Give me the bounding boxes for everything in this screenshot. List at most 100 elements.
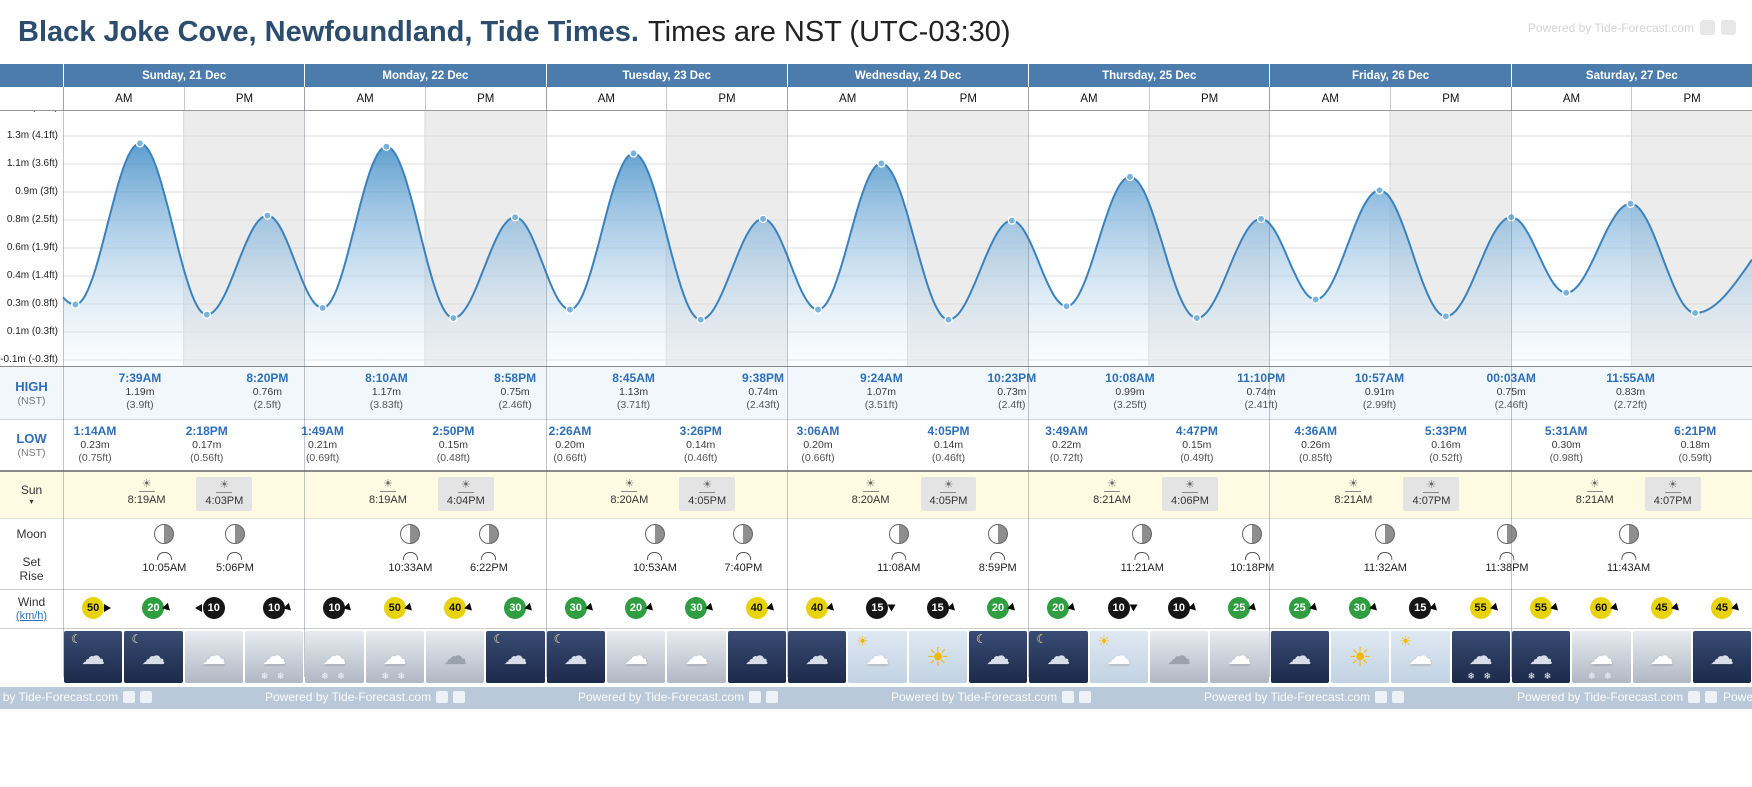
- sunrise-icon: ☀: [862, 479, 879, 492]
- weather-tile: ☁: [1270, 631, 1329, 683]
- footer-badge-icon[interactable]: [1392, 691, 1405, 703]
- day-header-cell[interactable]: Saturday, 27 Dec: [1511, 64, 1752, 87]
- footer-credit-text[interactable]: Powered by Tide-Forecast.com: [0, 690, 119, 704]
- powered-by[interactable]: Powered by Tide-Forecast.com: [1528, 20, 1736, 35]
- footer-badge-icon[interactable]: [749, 691, 762, 703]
- moonrise-icon: [735, 552, 751, 560]
- footer-credit-text[interactable]: Powered by Tide-Forecast.com: [1517, 690, 1684, 704]
- footer-badge-icon[interactable]: [140, 691, 153, 703]
- pm-cell: PM: [424, 87, 546, 110]
- pm-cell: PM: [666, 87, 787, 110]
- footer-badge-icon[interactable]: [453, 691, 466, 703]
- wind-direction-arrow: [403, 602, 415, 614]
- tide-height-ft: (0.66ft): [801, 452, 835, 465]
- footer-credit-text[interactable]: Powered by Tide-Forecast.com: [891, 690, 1058, 704]
- sunrise-time: 8:19AM: [368, 494, 407, 506]
- weather-tile: ☁: [184, 631, 243, 683]
- sun-row-label[interactable]: Sun ▾: [0, 472, 63, 518]
- tide-height-ft: (2.41ft): [1244, 399, 1278, 412]
- powered-by-icon[interactable]: [1721, 20, 1736, 35]
- wind-unit-link[interactable]: (km/h): [15, 609, 48, 622]
- wind-badge: 20: [986, 597, 1018, 619]
- footer-credit-text[interactable]: Powered by Tide-Forecast.com: [265, 690, 432, 704]
- footer-badge-icon[interactable]: [1705, 691, 1718, 703]
- wind-row-label: Wind (km/h): [0, 590, 63, 628]
- wind-direction-arrow: [1550, 602, 1561, 614]
- tide-time: 3:26PM: [679, 424, 722, 438]
- low-tide-entry: 6:21PM 0.18m (0.59ft): [1674, 424, 1716, 465]
- weather-tile: ☀: [1330, 631, 1390, 683]
- sunset-entry: ☀ 4:07PM: [1644, 477, 1701, 511]
- low-tide-entry: 5:31AM 0.30m (0.98ft): [1545, 424, 1588, 465]
- tide-height-m: 0.99m: [1115, 386, 1145, 398]
- day-header-cell[interactable]: Wednesday, 24 Dec: [787, 64, 1029, 87]
- day-header-cell[interactable]: Thursday, 25 Dec: [1029, 64, 1270, 87]
- day-header-cell[interactable]: Friday, 26 Dec: [1270, 64, 1511, 87]
- day-header-cell[interactable]: Sunday, 21 Dec: [64, 64, 305, 87]
- footer-credit-text[interactable]: Powered by Tide-Forecast.com: [1723, 690, 1752, 704]
- footer-badge-icon[interactable]: [1375, 691, 1388, 703]
- tide-height-ft: (2.46ft): [1494, 399, 1528, 412]
- sunrise-time: 8:21AM: [1334, 494, 1373, 506]
- high-tide-entry: 9:24AM 1.07m (3.51ft): [860, 371, 903, 412]
- sunset-icon: ☀: [940, 480, 957, 493]
- axis-label: 0.6m (1.9ft): [6, 242, 58, 253]
- high-tide-entry: 10:57AM 0.91m (2.99ft): [1355, 371, 1404, 412]
- moonset-time: 11:43AM: [1606, 562, 1651, 574]
- moonrise-entry: 8:59PM: [979, 552, 1017, 574]
- axis-label: 1.1m (3.6ft): [6, 158, 58, 169]
- wind-badge: 20: [625, 597, 656, 619]
- snow-icon: ❄ ❄: [381, 671, 409, 681]
- footer-badge-icon[interactable]: [123, 691, 136, 703]
- sunset-icon: ☀: [1181, 480, 1198, 493]
- moonset-entry: 10:53AM: [633, 552, 677, 574]
- day-header-cell[interactable]: Monday, 22 Dec: [305, 64, 546, 87]
- tide-point: [696, 315, 705, 324]
- footer-credit-text[interactable]: Powered by Tide-Forecast.com: [578, 690, 745, 704]
- weather-tile: ☁: [1149, 631, 1209, 683]
- tide-time: 8:45AM: [612, 371, 655, 385]
- footer-badge-icon[interactable]: [1688, 691, 1701, 703]
- tide-height-m: 0.74m: [748, 386, 778, 398]
- moonrise-time: 7:40PM: [724, 562, 763, 574]
- page-title: Black Joke Cove, Newfoundland, Tide Time…: [18, 15, 639, 48]
- tide-time: 10:08AM: [1105, 371, 1155, 385]
- day-header-cell[interactable]: Tuesday, 23 Dec: [546, 64, 787, 87]
- low-tide-entry: 1:14AM 0.23m (0.75ft): [74, 424, 117, 465]
- set-label: Set: [22, 554, 41, 569]
- powered-by-icon[interactable]: [1700, 20, 1715, 35]
- powered-by-text[interactable]: Powered by Tide-Forecast.com: [1527, 20, 1694, 35]
- weather-tile: ☁ ❄ ❄: [1451, 631, 1510, 683]
- footer-badge-icon[interactable]: [766, 691, 779, 703]
- weather-tile: ☁: [667, 631, 726, 683]
- wind-direction-arrow: [1129, 604, 1138, 612]
- tide-time: 1:49AM: [301, 424, 344, 438]
- tide-height-m: 0.26m: [1301, 439, 1331, 451]
- wind-direction-arrow: [1369, 602, 1380, 614]
- footer-badge-icon[interactable]: [1062, 691, 1075, 703]
- footer-credit[interactable]: Powered by Tide-Forecast.com: [265, 690, 466, 704]
- footer-credit[interactable]: Powered by Tide-Forecast.com: [0, 690, 153, 704]
- weather-tile: ☁ ❄ ❄: [1511, 631, 1571, 683]
- sun-label[interactable]: Sun: [20, 483, 43, 497]
- low-tide-entry: 3:26PM 0.14m (0.46ft): [680, 424, 722, 465]
- footer-credit-text[interactable]: Powered by Tide-Forecast.com: [1204, 690, 1371, 704]
- footer-credit[interactable]: Powered by Tide-Forecast.com: [1204, 690, 1405, 704]
- footer-credit[interactable]: Powered by Tide-Forecast.com: [891, 690, 1092, 704]
- tide-height-m: 0.22m: [1051, 439, 1082, 451]
- footer-badge-icon[interactable]: [436, 691, 449, 703]
- snow-icon: ❄ ❄: [1588, 671, 1615, 681]
- wind-direction-arrow: [104, 604, 112, 612]
- tide-height-m: 1.13m: [618, 386, 649, 398]
- tide-time: 3:49AM: [1045, 424, 1088, 438]
- high-tide-entry: 11:10PM 0.74m (2.41ft): [1237, 371, 1285, 412]
- moonset-time: 11:08AM: [877, 562, 921, 574]
- tide-height-ft: (2.43ft): [746, 399, 780, 412]
- axis-label: 0.4m (1.4ft): [6, 270, 58, 281]
- footer-credit[interactable]: Powered by Tide-Forecast.com: [578, 690, 779, 704]
- weather-tile: ☾ ☁: [64, 631, 123, 683]
- footer-badge-icon[interactable]: [1079, 691, 1092, 703]
- footer-credit[interactable]: Powered by Tide-Forecast.com: [1723, 690, 1752, 704]
- footer-credit[interactable]: Powered by Tide-Forecast.com: [1517, 690, 1718, 704]
- chevron-down-icon[interactable]: ▾: [29, 497, 34, 507]
